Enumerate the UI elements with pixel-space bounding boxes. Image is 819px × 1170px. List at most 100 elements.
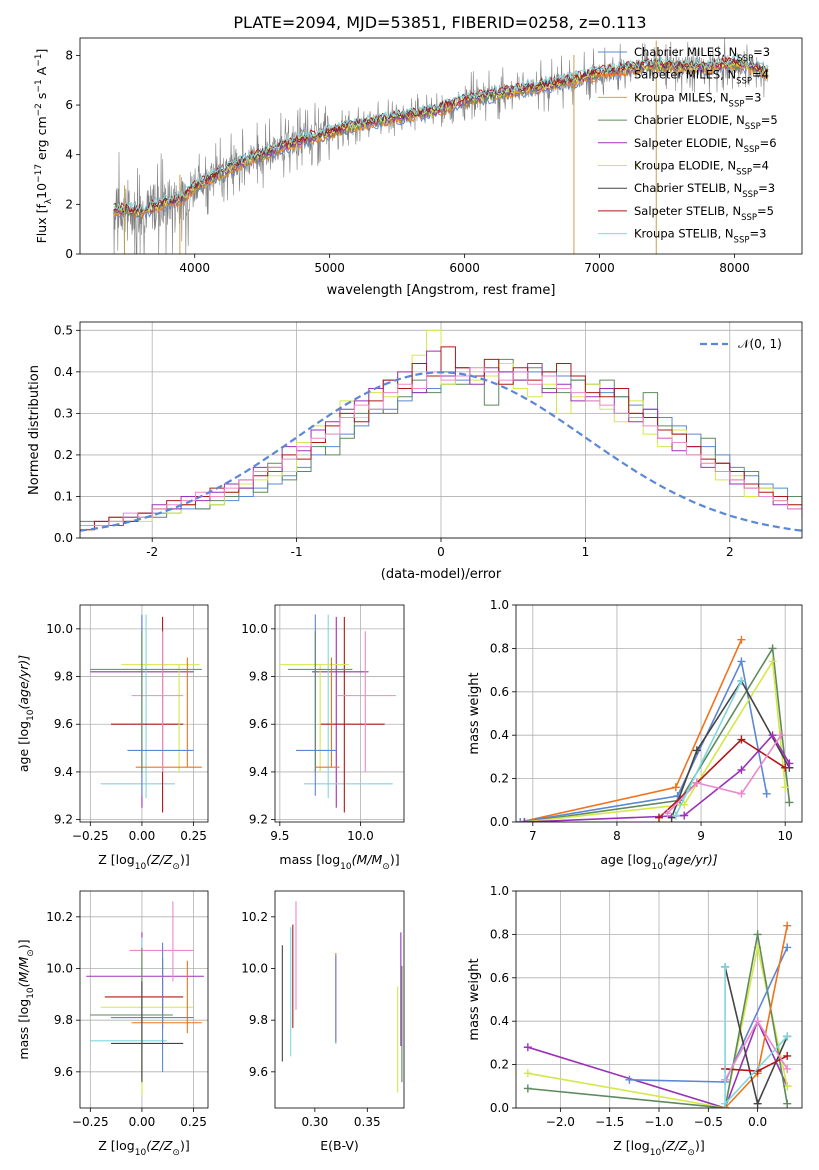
y-tick-label: 8 [65, 48, 73, 62]
x-tick-label: 9.5 [270, 829, 289, 843]
y-axis-label-part: 10 [26, 709, 36, 721]
y-tick-label: 9.8 [54, 1013, 73, 1027]
weight-point-marker [625, 1075, 634, 1084]
model-spectrum-line [113, 57, 769, 213]
weight-point-marker [655, 813, 663, 822]
x-axis-label-part: 10 [652, 862, 664, 872]
x-axis-label-part: (Z/Z [661, 1138, 688, 1153]
legend-label-tail: =4 [752, 159, 769, 173]
legend-label: Salpeter MILES, NSSP=4 [634, 68, 769, 87]
weight-point-marker [785, 798, 794, 807]
axes-frame [515, 890, 803, 1109]
y-axis-label-part: (age/yr)] [16, 655, 31, 710]
x-axis-label: Z [log10(Z/Z⊙)] [613, 1138, 704, 1158]
y-tick-label: 0.4 [54, 365, 73, 379]
axes-frame [79, 321, 803, 539]
legend-label-tail: =6 [760, 136, 777, 150]
x-axis-label-part: )] [695, 1138, 705, 1153]
legend-label-tail: =3 [753, 45, 770, 59]
x-axis-label-part: )] [390, 852, 400, 867]
chart-weight_vs_Z: −2.0 −1.5 −1.0 −0.5 0.0 0.0 0.2 0.4 0.6 0.8 1.0 mas… [467, 884, 803, 1158]
x-tick-label: 0.0 [748, 1115, 767, 1129]
x-axis-label: E(B-V) [320, 1138, 359, 1153]
legend-label-main: Salpeter STELIB, N [634, 204, 741, 218]
plot-area-weight_vs_Z [523, 921, 792, 1108]
weight-series-line [527, 934, 788, 1108]
y-tick-label: 9.6 [249, 1065, 268, 1079]
y-axis-label-part: A [34, 66, 49, 79]
legend-label-sub: SSP [745, 122, 761, 132]
legend-label-sub: SSP [741, 213, 757, 223]
x-tick-label: 1 [582, 545, 590, 559]
legend-label: Chabrier MILES, NSSP=3 [634, 45, 770, 64]
legend-label: Chabrier STELIB, NSSP=3 [634, 181, 775, 200]
histogram-series [80, 329, 802, 538]
y-tick-label: 10.2 [46, 910, 73, 924]
y-axis-label-part: Flux [f [34, 204, 49, 244]
axes-frame [274, 604, 405, 823]
legend-label-main: Kroupa STELIB, N [634, 227, 734, 241]
legend-label-sub: SSP [734, 236, 750, 246]
plot-area-weight_vs_age [516, 635, 794, 822]
x-axis-label: Z [log10(Z/Z⊙)] [98, 1138, 189, 1158]
y-tick-label: 4 [65, 148, 73, 162]
legend-label-main: Chabrier ELODIE, N [634, 113, 745, 127]
legend-label-tail: =3 [749, 227, 766, 241]
chart-residuals: -2 -1 0 1 2 0.0 0.1 0.2 0.3 0.4 0.5 𝒩(0, 1) (data-mo… [27, 321, 803, 582]
legend-label: Salpeter ELODIE, NSSP=6 [634, 136, 777, 155]
x-axis-label: Z [log10(Z/Z⊙)] [98, 852, 189, 872]
weight-point-marker [516, 818, 525, 822]
legend-label-sub: SSP [737, 54, 753, 64]
x-axis-label-part: age [log [600, 852, 651, 867]
y-axis-label-part: 10 [34, 183, 49, 199]
y-tick-label: 0.0 [54, 531, 73, 545]
axes-frame [79, 604, 209, 823]
weight-point-marker [753, 930, 762, 939]
y-tick-label: 9.8 [54, 670, 73, 684]
y-tick-label: 0.3 [54, 406, 73, 420]
y-tick-label: 0.0 [490, 815, 509, 829]
weight-point-marker [762, 789, 771, 798]
x-tick-label: 9 [697, 829, 705, 843]
weight-series-line [658, 738, 786, 819]
y-tick-label: 9.6 [54, 717, 73, 731]
y-axis-label: mass weight [467, 958, 482, 1040]
legend-label: 𝒩(0, 1) [738, 337, 782, 351]
legend-label: Kroupa MILES, NSSP=3 [634, 90, 761, 109]
weight-series-line [675, 680, 743, 816]
x-axis-label: age [log10(age/yr)] [600, 852, 717, 872]
weight-point-marker [783, 1064, 792, 1073]
y-axis-label-part: ] [34, 49, 49, 54]
x-axis-label-part: ⊙ [172, 862, 180, 872]
x-tick-label: 0.25 [180, 1115, 207, 1129]
x-axis-label-part: 10 [650, 1148, 662, 1158]
y-axis-label-part: ⊙ [26, 949, 36, 957]
x-tick-label: 0 [437, 545, 445, 559]
weight-point-marker [663, 809, 672, 818]
y-tick-label: 0.8 [490, 927, 509, 941]
x-axis-label-part: 10 [340, 862, 352, 872]
weight-point-marker [737, 676, 746, 685]
x-tick-label: 10.0 [347, 829, 374, 843]
x-axis-label-part: (Z/Z [146, 1138, 173, 1153]
weight-series-line [520, 658, 768, 822]
chart-spectrum: 4000 5000 6000 7000 8000 0 2 4 6 8 Chabrier MILES,… [34, 37, 803, 298]
legend-label: Salpeter STELIB, NSSP=5 [634, 204, 774, 223]
weight-point-marker [737, 657, 746, 666]
y-tick-label: 9.8 [249, 670, 268, 684]
y-tick-label: 1.0 [490, 884, 509, 898]
legend-label-main: Chabrier STELIB, N [634, 181, 742, 195]
legend-label: Kroupa STELIB, NSSP=3 [634, 227, 766, 246]
x-axis-label-part: 10 [135, 862, 147, 872]
weight-point-marker [753, 1017, 762, 1026]
weight-point-marker [667, 813, 676, 822]
x-axis-label-part: Z [log [98, 852, 134, 867]
y-axis-label-part: mass [log [16, 999, 31, 1060]
x-tick-label: −1.5 [595, 1115, 624, 1129]
y-tick-label: 10.0 [46, 962, 73, 976]
y-tick-label: 9.2 [249, 813, 268, 827]
axes-frame [274, 890, 405, 1109]
chart-mass_vs_Z: −0.25 0.00 0.259.69.810.010.2Z [log10(Z/Z⊙… [16, 890, 209, 1158]
plot-area-mass_vs_ebv [281, 901, 403, 1093]
x-tick-label: −0.5 [694, 1115, 723, 1129]
